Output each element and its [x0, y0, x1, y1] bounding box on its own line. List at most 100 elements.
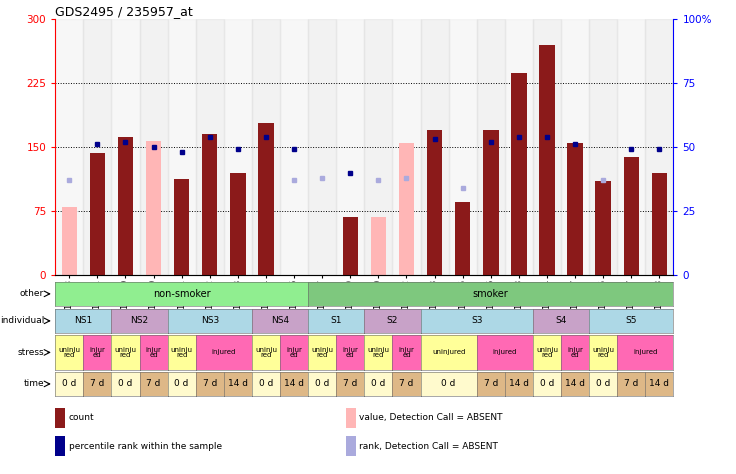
Text: 7 d: 7 d — [343, 380, 358, 388]
Text: uninju
red: uninju red — [592, 346, 614, 358]
Bar — [280, 19, 308, 275]
Text: 7 d: 7 d — [400, 380, 414, 388]
Bar — [618, 19, 645, 275]
Text: uninju
red: uninju red — [536, 346, 558, 358]
Text: 0 d: 0 d — [62, 380, 77, 388]
Text: time: time — [24, 380, 44, 388]
Bar — [224, 19, 252, 275]
Bar — [567, 143, 583, 275]
Text: 7 d: 7 d — [624, 380, 638, 388]
Bar — [477, 19, 505, 275]
Text: non-smoker: non-smoker — [153, 289, 210, 299]
Text: injur
ed: injur ed — [342, 346, 358, 358]
Text: individual: individual — [0, 317, 44, 325]
Bar — [539, 45, 555, 275]
Text: 14 d: 14 d — [509, 380, 529, 388]
Bar — [230, 173, 246, 275]
Bar — [55, 436, 65, 456]
Bar — [420, 19, 449, 275]
Text: 7 d: 7 d — [484, 380, 498, 388]
Bar — [140, 19, 168, 275]
Bar — [533, 19, 561, 275]
Bar — [511, 73, 526, 275]
Bar — [146, 141, 161, 275]
Text: percentile rank within the sample: percentile rank within the sample — [68, 442, 222, 450]
Text: NS3: NS3 — [201, 317, 219, 325]
Bar — [258, 123, 274, 275]
Bar — [505, 19, 533, 275]
Bar — [595, 181, 611, 275]
Bar — [252, 19, 280, 275]
Text: injur
ed: injur ed — [398, 346, 414, 358]
Bar — [427, 130, 442, 275]
Text: S1: S1 — [330, 317, 342, 325]
Bar — [371, 217, 386, 275]
Bar — [336, 19, 364, 275]
Text: 0 d: 0 d — [259, 380, 273, 388]
Text: 0 d: 0 d — [442, 380, 456, 388]
Text: 7 d: 7 d — [91, 380, 105, 388]
Bar — [83, 19, 111, 275]
Bar — [364, 19, 392, 275]
Text: S2: S2 — [386, 317, 398, 325]
Text: smoker: smoker — [473, 289, 509, 299]
Text: 0 d: 0 d — [371, 380, 386, 388]
Bar — [118, 137, 133, 275]
Text: uninju
red: uninju red — [255, 346, 277, 358]
Text: value, Detection Call = ABSENT: value, Detection Call = ABSENT — [359, 413, 503, 422]
Bar — [111, 19, 140, 275]
Text: uninjured: uninjured — [432, 349, 465, 356]
Text: 14 d: 14 d — [284, 380, 304, 388]
Bar — [168, 19, 196, 275]
Text: 0 d: 0 d — [539, 380, 554, 388]
Text: 0 d: 0 d — [596, 380, 610, 388]
Bar — [342, 217, 358, 275]
Text: 0 d: 0 d — [118, 380, 132, 388]
Text: NS2: NS2 — [130, 317, 149, 325]
Text: uninju
red: uninju red — [171, 346, 193, 358]
Bar — [346, 408, 355, 428]
Text: uninju
red: uninju red — [367, 346, 389, 358]
Bar — [392, 19, 420, 275]
Text: 7 d: 7 d — [202, 380, 217, 388]
Text: injur
ed: injur ed — [89, 346, 105, 358]
Text: 0 d: 0 d — [315, 380, 329, 388]
Bar — [455, 202, 470, 275]
Text: uninju
red: uninju red — [311, 346, 333, 358]
Text: S4: S4 — [556, 317, 567, 325]
Text: injur
ed: injur ed — [567, 346, 583, 358]
Text: 7 d: 7 d — [146, 380, 160, 388]
Text: NS4: NS4 — [271, 317, 289, 325]
Bar — [399, 143, 414, 275]
Text: uninju
red: uninju red — [58, 346, 80, 358]
Text: injur
ed: injur ed — [146, 346, 161, 358]
Bar — [449, 19, 477, 275]
Text: rank, Detection Call = ABSENT: rank, Detection Call = ABSENT — [359, 442, 498, 450]
Text: count: count — [68, 413, 94, 422]
Bar — [62, 207, 77, 275]
Bar — [202, 134, 217, 275]
Bar — [196, 19, 224, 275]
Bar — [483, 130, 498, 275]
Bar — [645, 19, 673, 275]
Text: 14 d: 14 d — [649, 380, 669, 388]
Text: 0 d: 0 d — [174, 380, 189, 388]
Text: stress: stress — [18, 348, 44, 357]
Text: injured: injured — [633, 349, 657, 356]
Text: uninju
red: uninju red — [115, 346, 136, 358]
Text: injured: injured — [212, 349, 236, 356]
Text: 14 d: 14 d — [565, 380, 585, 388]
Bar — [174, 179, 189, 275]
Bar — [308, 19, 336, 275]
Text: 14 d: 14 d — [228, 380, 248, 388]
Bar — [589, 19, 618, 275]
Text: S3: S3 — [471, 317, 483, 325]
Bar — [561, 19, 589, 275]
Text: NS1: NS1 — [74, 317, 93, 325]
Bar — [623, 157, 639, 275]
Text: S5: S5 — [626, 317, 637, 325]
Bar — [90, 153, 105, 275]
Bar — [55, 19, 83, 275]
Bar — [55, 408, 65, 428]
Bar — [346, 436, 355, 456]
